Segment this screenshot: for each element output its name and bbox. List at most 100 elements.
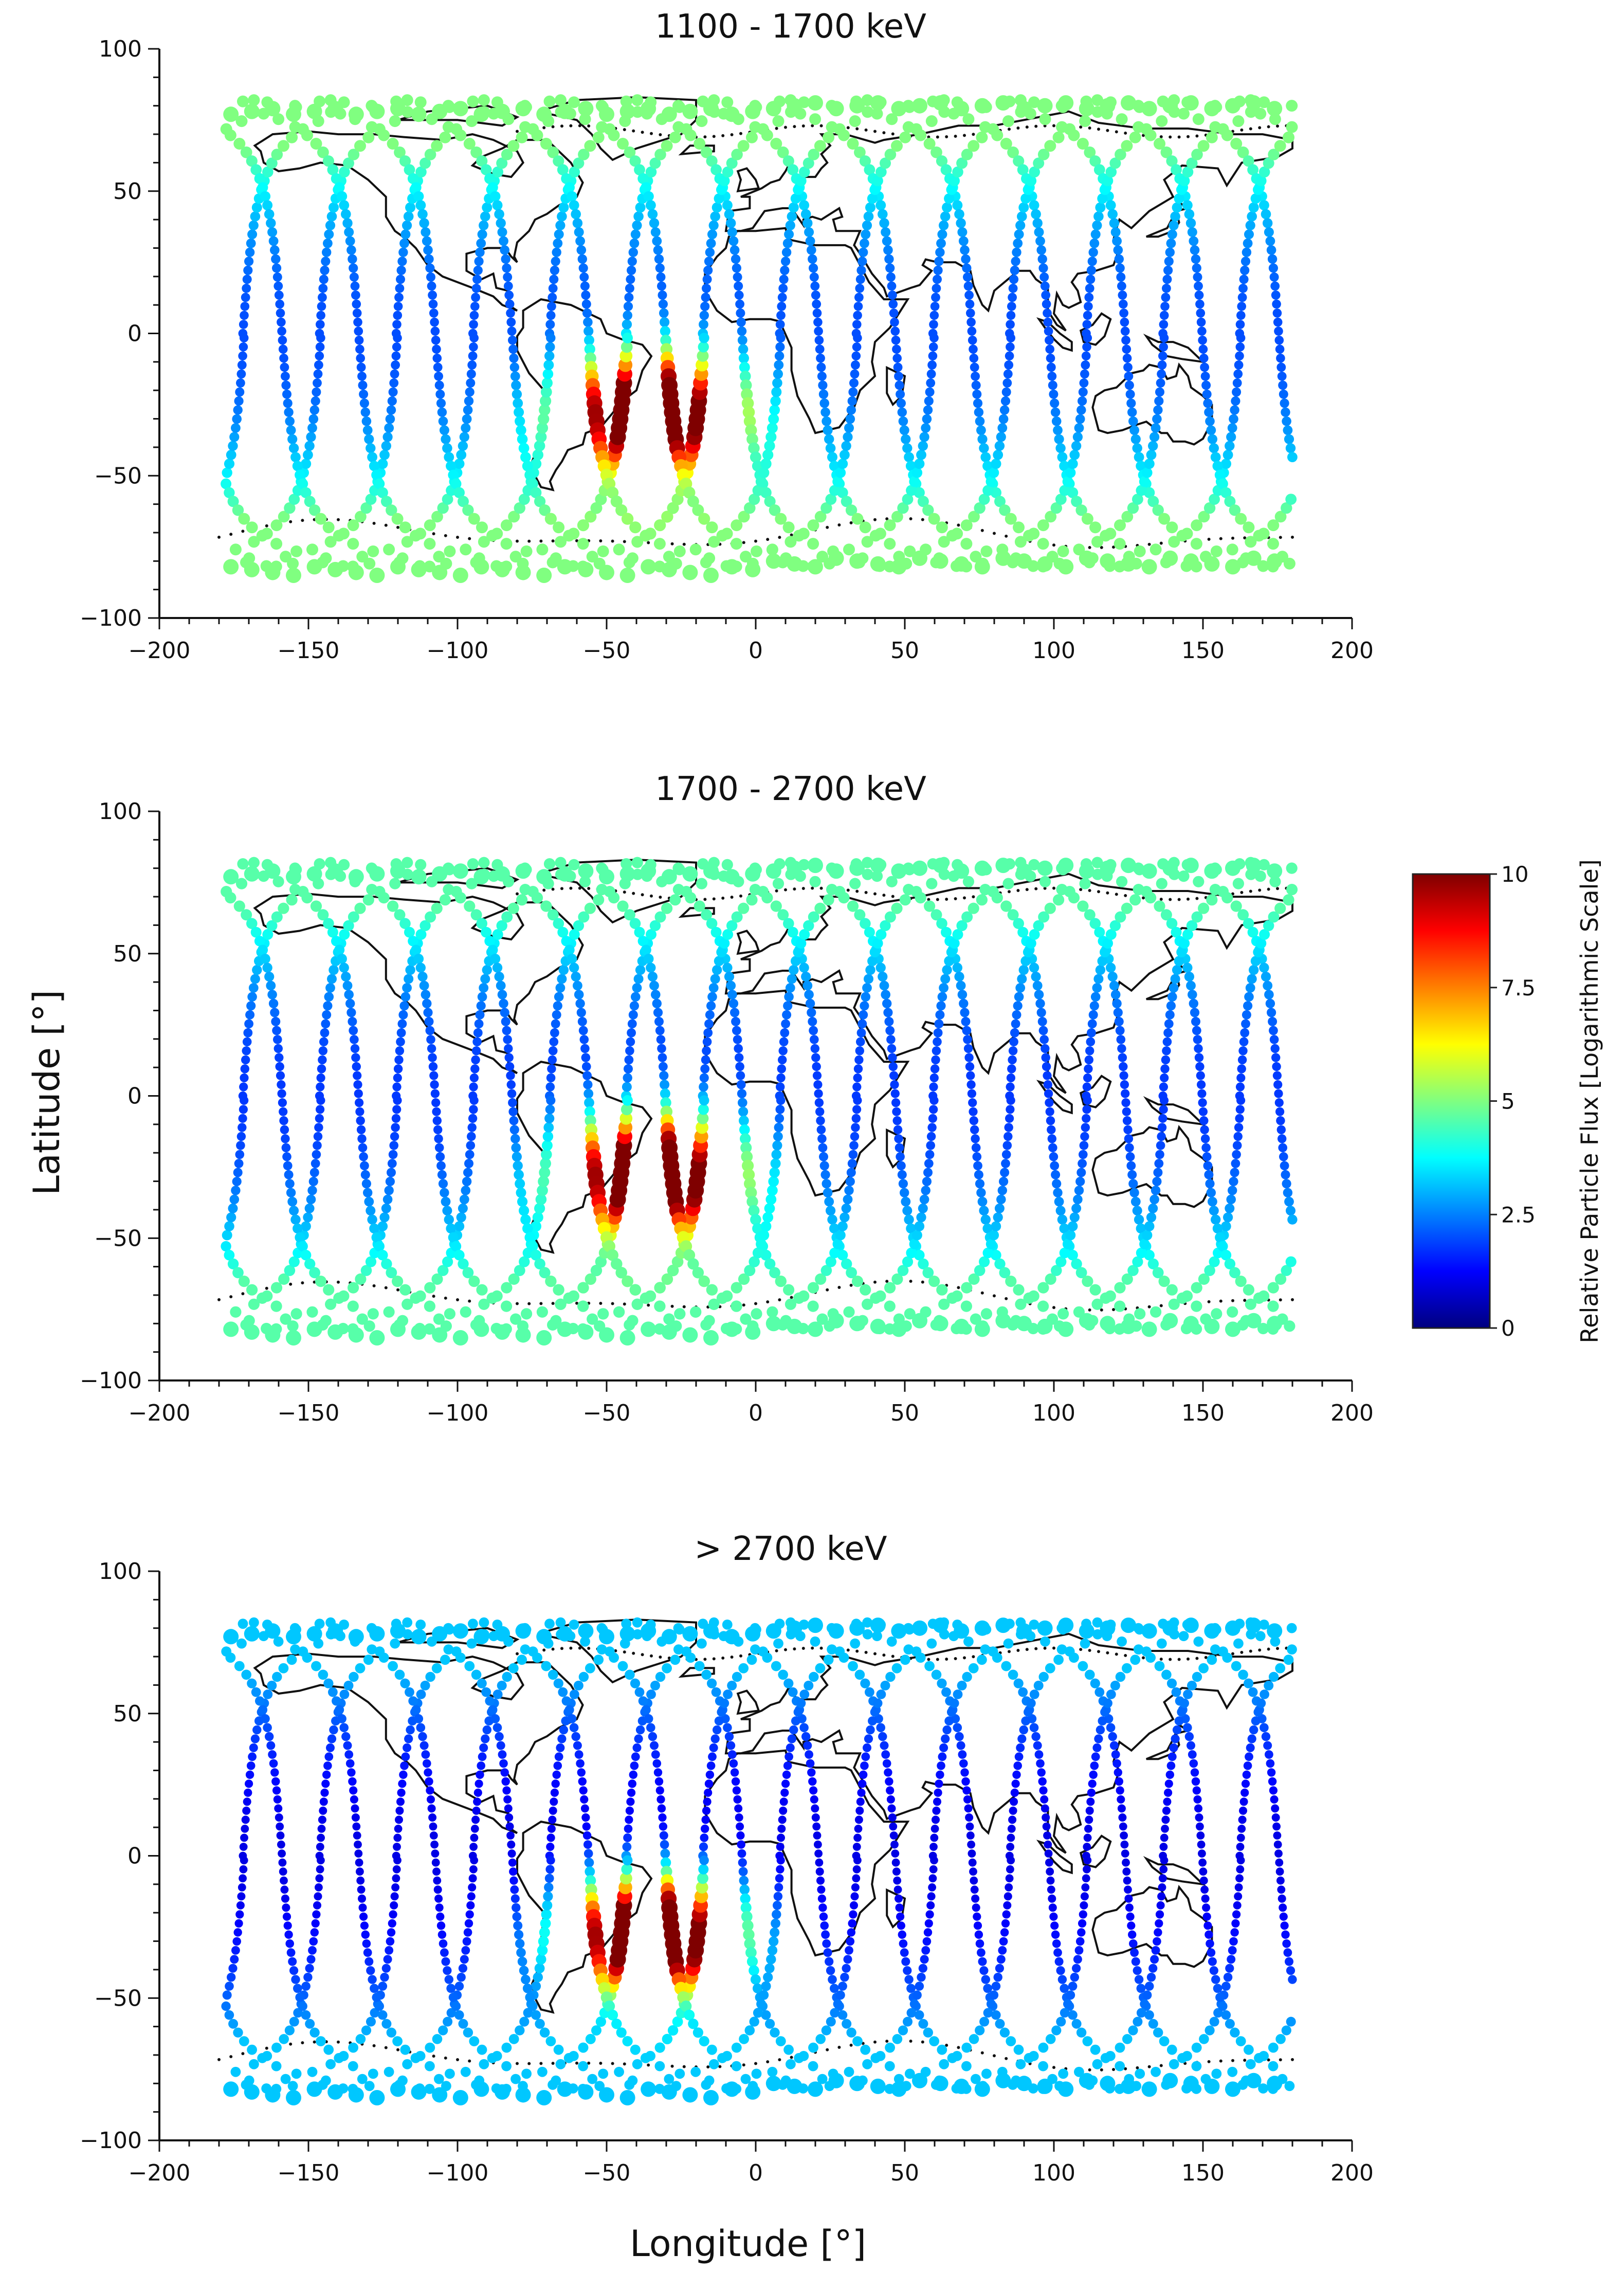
flux-point xyxy=(832,1239,843,1249)
flux-point xyxy=(1079,550,1094,566)
flux-point xyxy=(886,113,898,125)
flux-point xyxy=(891,1273,903,1285)
flux-point xyxy=(1149,432,1160,442)
flux-point xyxy=(1092,220,1102,230)
flux-point xyxy=(793,947,804,957)
flux-point xyxy=(661,869,677,885)
flux-point xyxy=(1018,965,1029,975)
flux-point xyxy=(1176,1292,1188,1304)
flux-point xyxy=(1193,1795,1202,1804)
flux-point xyxy=(545,342,555,352)
flux-point xyxy=(1275,1107,1285,1116)
flux-point xyxy=(1183,1723,1192,1732)
x-tick-label: −50 xyxy=(583,638,631,664)
flux-point xyxy=(226,449,236,460)
flux-point xyxy=(1184,972,1194,982)
flux-point xyxy=(795,938,807,949)
flux-point xyxy=(842,2019,852,2029)
flux-point xyxy=(1213,1984,1222,1993)
flux-point xyxy=(1118,290,1127,300)
flux-point xyxy=(1017,974,1027,984)
flux-point xyxy=(591,2025,601,2036)
flux-point xyxy=(1129,1939,1138,1948)
flux-point xyxy=(233,2027,243,2038)
flux-point xyxy=(931,1669,942,1680)
flux-point xyxy=(872,1631,882,1642)
flux-point xyxy=(764,1203,775,1214)
flux-point xyxy=(389,1910,397,1919)
flux-point xyxy=(1168,1298,1180,1310)
coastline-dot xyxy=(682,542,686,546)
flux-point xyxy=(1122,1867,1131,1876)
flux-point xyxy=(856,1037,865,1047)
flux-point xyxy=(710,211,720,222)
flux-point xyxy=(1148,1203,1158,1213)
flux-point xyxy=(1156,1141,1165,1150)
flux-point xyxy=(1003,1132,1013,1141)
flux-point xyxy=(627,1788,636,1797)
coastline-dot xyxy=(599,1301,603,1305)
flux-point xyxy=(411,869,427,885)
flux-point xyxy=(850,1132,860,1141)
flux-point xyxy=(362,131,375,143)
flux-point xyxy=(239,2036,249,2047)
flux-point xyxy=(903,1966,912,1975)
flux-point xyxy=(1086,275,1096,284)
flux-point xyxy=(557,926,569,938)
flux-point xyxy=(886,1786,895,1795)
flux-point xyxy=(1075,1176,1085,1187)
coastline-dot xyxy=(611,539,614,543)
flux-point xyxy=(1017,926,1029,938)
flux-point xyxy=(923,1168,933,1177)
flux-point xyxy=(1088,1010,1098,1020)
flux-point xyxy=(348,911,359,923)
flux-point xyxy=(473,1028,483,1038)
flux-point xyxy=(770,1158,781,1169)
flux-point xyxy=(392,1874,400,1883)
flux-point xyxy=(737,326,747,336)
coastline-dot xyxy=(1025,888,1029,892)
flux-point xyxy=(509,362,519,372)
flux-point xyxy=(349,272,359,282)
flux-point xyxy=(463,1928,472,1937)
flux-point xyxy=(1071,496,1083,507)
flux-point xyxy=(1116,113,1128,125)
flux-point xyxy=(630,229,641,240)
flux-point xyxy=(726,218,736,228)
coastline-dot xyxy=(551,887,555,891)
flux-point xyxy=(755,476,767,487)
flux-point xyxy=(365,494,377,505)
flux-point xyxy=(750,1974,761,1985)
flux-point xyxy=(1026,938,1036,949)
flux-point xyxy=(1044,140,1056,152)
flux-point xyxy=(1271,290,1281,300)
flux-point xyxy=(1053,425,1063,435)
flux-point xyxy=(1170,974,1180,984)
coastline-dot xyxy=(301,519,304,522)
flux-point xyxy=(1028,528,1040,540)
flux-point xyxy=(619,1330,635,1346)
flux-point xyxy=(546,333,556,343)
flux-point xyxy=(1129,894,1141,906)
flux-point xyxy=(280,2074,291,2084)
flux-point xyxy=(501,1282,513,1294)
flux-point xyxy=(246,155,258,167)
flux-point xyxy=(1116,1786,1124,1795)
flux-point xyxy=(389,378,399,388)
flux-point xyxy=(266,157,278,169)
flux-point xyxy=(780,1028,790,1038)
flux-point xyxy=(460,1306,471,1318)
flux-point xyxy=(1210,545,1222,557)
coastline-dot xyxy=(980,2051,984,2055)
flux-point xyxy=(977,1948,986,1957)
flux-point xyxy=(380,1973,389,1982)
flux-point xyxy=(611,1258,623,1270)
flux-point xyxy=(814,1849,823,1858)
flux-point xyxy=(1076,1168,1086,1177)
flux-point xyxy=(345,998,355,1009)
flux-point xyxy=(415,962,426,973)
flux-point xyxy=(464,900,476,912)
coastline-dot xyxy=(1177,1658,1181,1661)
flux-point xyxy=(306,1955,316,1964)
flux-point xyxy=(1215,1992,1225,2002)
